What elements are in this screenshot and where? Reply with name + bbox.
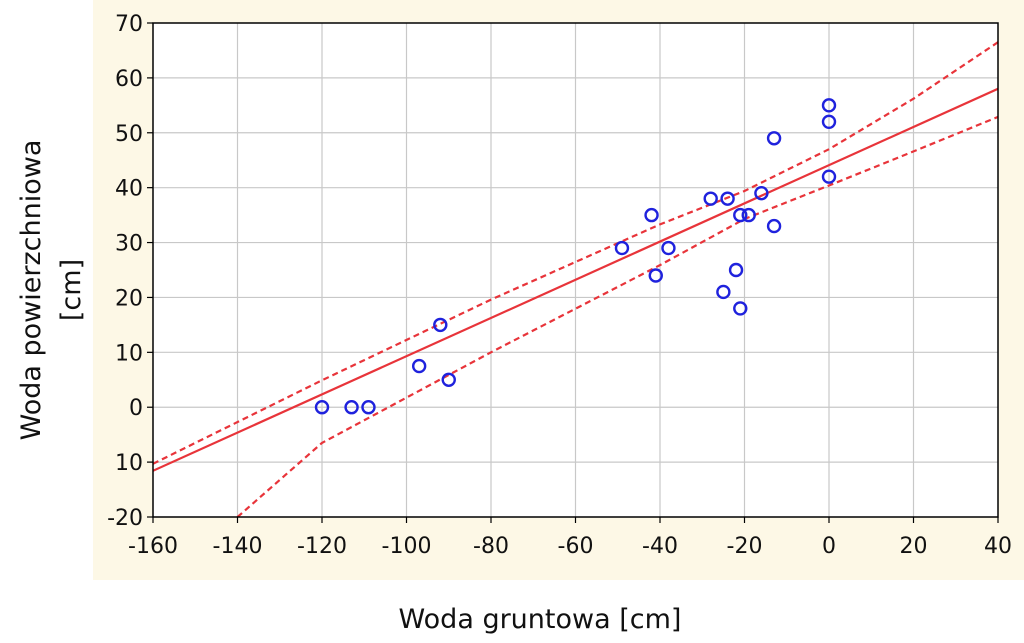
data-point [361, 400, 376, 415]
x-tick-label: 0 [822, 534, 836, 559]
x-tick-label: -60 [558, 534, 594, 559]
data-point [766, 131, 782, 146]
data-point [716, 284, 731, 300]
data-point [733, 301, 748, 316]
x-axis-title: Woda gruntowa [cm] [399, 604, 682, 635]
data-point [314, 400, 330, 415]
y-tick-label: 50 [115, 122, 143, 147]
data-point [614, 240, 630, 256]
data-point [754, 185, 769, 201]
x-tick-label: -100 [382, 534, 432, 559]
x-tick-label: -20 [727, 534, 763, 559]
y-tick-label: 70 [115, 12, 143, 37]
y-tick-label: 40 [115, 177, 143, 202]
x-tick-label: -140 [213, 534, 263, 559]
data-point [766, 218, 782, 234]
data-point [411, 358, 427, 374]
y-tick-label: -20 [107, 506, 143, 531]
data-point [644, 207, 659, 223]
data-point [433, 317, 448, 333]
y-tick-label: 10 [115, 451, 143, 476]
data-point [661, 240, 676, 256]
data-point [344, 400, 359, 415]
regression-lines [153, 41, 998, 517]
data-point [821, 114, 837, 130]
data-point [728, 262, 744, 278]
y-tick-label: 0 [129, 396, 143, 421]
confidence-band-lower [236, 115, 998, 517]
x-tick-label: -120 [297, 534, 347, 559]
data-point [741, 207, 756, 223]
y-axis-ticks: -20 10 0 10 20 30 40 50 60 70 [107, 12, 153, 531]
y-tick-label: 60 [115, 67, 143, 92]
x-tick-label: -160 [128, 534, 178, 559]
x-tick-label: -80 [473, 534, 509, 559]
data-point [441, 372, 456, 387]
y-axis-title-line1: Woda powierzchniowa [16, 140, 47, 441]
y-tick-label: 10 [115, 341, 143, 366]
data-point [733, 207, 748, 223]
grid-lines [153, 23, 998, 517]
data-point [648, 268, 663, 283]
y-tick-label: 30 [115, 232, 143, 257]
y-axis-title-line2: [cm] [56, 259, 87, 321]
x-axis-ticks: -160 -140 -120 -100 -80 -60 -40 -20 0 20 40 [128, 517, 1012, 559]
data-point [703, 191, 718, 206]
data-point [821, 98, 837, 113]
regression-line [153, 87, 998, 472]
x-tick-label: -40 [642, 534, 678, 559]
x-tick-label: 40 [984, 534, 1012, 559]
data-point [720, 191, 735, 206]
data-points [314, 98, 837, 415]
data-point [821, 169, 837, 184]
x-tick-label: 20 [900, 534, 928, 559]
y-tick-label: 20 [115, 286, 143, 311]
